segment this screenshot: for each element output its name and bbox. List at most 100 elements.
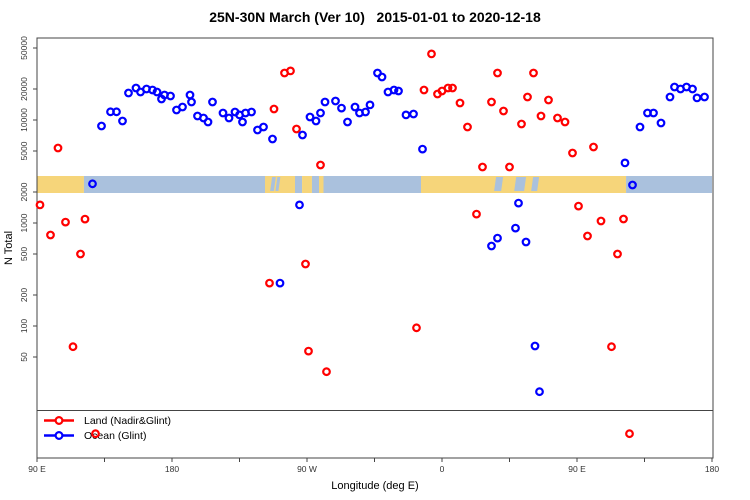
data-point-ocean bbox=[97, 121, 106, 131]
data-point-land bbox=[427, 49, 436, 59]
x-tick-label: 90 W bbox=[297, 464, 317, 474]
map-band-land bbox=[302, 176, 312, 193]
data-point-land bbox=[80, 214, 90, 224]
data-point-land bbox=[560, 117, 570, 127]
data-point-ocean bbox=[218, 108, 228, 118]
y-tick-label: 10000 bbox=[19, 108, 29, 132]
chart-title: 25N-30N March (Ver 10) 2015-01-01 to 202… bbox=[209, 9, 541, 25]
data-point-land bbox=[574, 201, 583, 211]
data-point-land bbox=[61, 217, 70, 227]
data-point-ocean bbox=[208, 97, 217, 107]
y-tick-label: 50 bbox=[19, 352, 29, 362]
data-point-land bbox=[529, 68, 538, 78]
data-point-ocean bbox=[394, 86, 403, 96]
data-point-ocean bbox=[311, 116, 321, 126]
data-point-ocean bbox=[688, 84, 697, 94]
map-band-ocean bbox=[295, 176, 303, 193]
data-point-ocean bbox=[493, 233, 502, 243]
data-point-ocean bbox=[649, 108, 658, 118]
map-band-ocean bbox=[311, 176, 319, 193]
data-point-land bbox=[412, 323, 421, 333]
data-point-land bbox=[472, 209, 481, 219]
data-point-ocean bbox=[535, 387, 544, 397]
y-axis-label: N Total bbox=[3, 231, 15, 265]
data-point-land bbox=[553, 113, 562, 123]
data-point-ocean bbox=[185, 90, 195, 100]
x-tick-label: 180 bbox=[165, 464, 179, 474]
data-point-ocean bbox=[635, 122, 645, 132]
data-point-land bbox=[443, 83, 453, 93]
series-ocean bbox=[88, 68, 709, 397]
data-point-land bbox=[286, 66, 295, 76]
map-band bbox=[37, 176, 712, 193]
data-point-land bbox=[455, 98, 465, 108]
data-point-ocean bbox=[112, 107, 121, 117]
data-point-ocean bbox=[530, 341, 540, 351]
data-point-ocean bbox=[316, 108, 325, 118]
data-point-land bbox=[304, 346, 313, 356]
legend-item-label: Land (Nadir&Glint) bbox=[84, 415, 171, 427]
data-point-ocean bbox=[514, 198, 523, 208]
data-point-ocean bbox=[320, 97, 330, 107]
x-tick-label: 0 bbox=[440, 464, 445, 474]
data-point-ocean bbox=[295, 200, 304, 210]
data-point-land bbox=[68, 342, 78, 352]
data-point-land bbox=[607, 342, 616, 352]
data-point-ocean bbox=[628, 180, 637, 190]
data-point-land bbox=[499, 106, 508, 116]
data-point-ocean bbox=[665, 92, 675, 102]
data-point-ocean bbox=[620, 158, 630, 168]
data-point-ocean bbox=[401, 110, 411, 120]
data-point-land bbox=[596, 216, 606, 226]
data-point-ocean bbox=[389, 85, 399, 95]
map-band-ocean-streak bbox=[270, 177, 276, 191]
data-point-land bbox=[517, 119, 526, 129]
legend-marker-icon bbox=[54, 416, 64, 426]
data-point-land bbox=[536, 111, 546, 121]
data-point-land bbox=[487, 97, 496, 107]
data-point-ocean bbox=[203, 117, 213, 127]
data-points bbox=[35, 49, 709, 439]
data-point-ocean bbox=[268, 134, 277, 144]
y-tick-label: 2000 bbox=[19, 182, 29, 201]
data-point-land bbox=[589, 142, 598, 152]
map-band-land bbox=[319, 176, 324, 193]
data-point-ocean bbox=[88, 179, 97, 189]
data-point-ocean bbox=[337, 103, 346, 113]
data-point-ocean bbox=[187, 97, 196, 107]
data-point-land bbox=[76, 249, 85, 259]
y-tick-label: 500 bbox=[19, 247, 29, 261]
x-tick-label: 180 bbox=[705, 464, 719, 474]
y-tick-label: 50000 bbox=[19, 36, 29, 60]
data-point-ocean bbox=[511, 223, 520, 233]
data-point-land bbox=[419, 85, 429, 95]
map-band-ocean-streak bbox=[494, 177, 504, 191]
data-point-ocean bbox=[331, 96, 340, 106]
data-point-ocean bbox=[343, 117, 352, 127]
map-band-ocean-streak bbox=[275, 177, 281, 191]
series-land bbox=[35, 49, 634, 439]
x-tick-label: 90 E bbox=[28, 464, 46, 474]
y-tick-label: 5000 bbox=[19, 141, 29, 160]
data-point-land bbox=[316, 160, 325, 170]
map-band-ocean bbox=[83, 176, 265, 193]
data-point-ocean bbox=[259, 122, 268, 132]
data-point-land bbox=[46, 230, 55, 240]
data-point-ocean bbox=[692, 93, 702, 103]
data-point-land bbox=[493, 68, 502, 78]
y-tick-label: 20000 bbox=[19, 77, 29, 101]
data-point-ocean bbox=[521, 237, 531, 247]
data-point-ocean bbox=[700, 92, 709, 102]
data-point-land bbox=[463, 122, 472, 132]
data-point-ocean bbox=[656, 118, 666, 128]
data-point-ocean bbox=[365, 100, 375, 110]
data-point-ocean bbox=[124, 88, 133, 98]
map-band-ocean bbox=[323, 176, 421, 193]
data-point-ocean bbox=[377, 72, 387, 82]
data-point-ocean bbox=[178, 102, 187, 112]
y-tick-label: 100 bbox=[19, 319, 29, 333]
data-point-land bbox=[613, 249, 622, 259]
legend: Land (Nadir&Glint)Ocean (Glint) bbox=[37, 410, 713, 442]
